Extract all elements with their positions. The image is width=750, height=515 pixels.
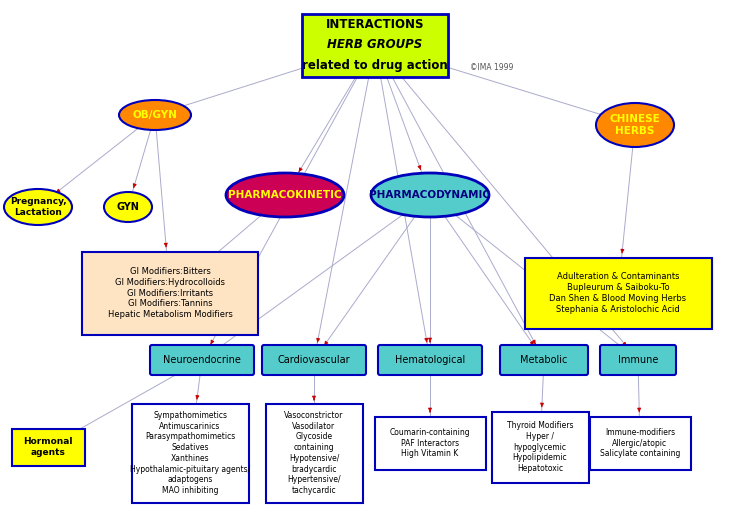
Text: PHARMACODYNAMIC: PHARMACODYNAMIC	[370, 190, 490, 200]
Ellipse shape	[371, 173, 489, 217]
Ellipse shape	[4, 189, 72, 225]
Text: Cardiovascular: Cardiovascular	[278, 355, 350, 365]
Ellipse shape	[596, 103, 674, 147]
Text: Vasoconstrictor
Vasodilator
Glycoside
containing
Hypotensive/
bradycardic
Hypert: Vasoconstrictor Vasodilator Glycoside co…	[284, 411, 344, 495]
Text: PHARMACOKINETIC: PHARMACOKINETIC	[228, 190, 342, 200]
Text: INTERACTIONS: INTERACTIONS	[326, 18, 424, 31]
FancyBboxPatch shape	[378, 345, 482, 375]
FancyBboxPatch shape	[600, 345, 676, 375]
Ellipse shape	[119, 100, 191, 130]
FancyBboxPatch shape	[262, 345, 366, 375]
FancyBboxPatch shape	[524, 258, 712, 329]
Text: OB/GYN: OB/GYN	[133, 110, 178, 120]
Text: GYN: GYN	[116, 202, 140, 212]
Text: CHINESE
HERBS: CHINESE HERBS	[610, 114, 660, 136]
FancyBboxPatch shape	[11, 428, 85, 466]
Text: Coumarin-containing
PAF Interactors
High Vitamin K: Coumarin-containing PAF Interactors High…	[390, 428, 470, 458]
Text: Sympathomimetics
Antimuscarinics
Parasympathomimetics
Sedatives
Xanthines
Hypoth: Sympathomimetics Antimuscarinics Parasym…	[130, 411, 250, 495]
Ellipse shape	[104, 192, 152, 222]
Text: ©IMA 1999: ©IMA 1999	[470, 62, 513, 72]
FancyBboxPatch shape	[302, 13, 448, 77]
Text: related to drug action: related to drug action	[302, 59, 448, 72]
Text: Neuroendocrine: Neuroendocrine	[163, 355, 241, 365]
FancyBboxPatch shape	[150, 345, 254, 375]
FancyBboxPatch shape	[82, 251, 258, 335]
Text: Immune-modifiers
Allergic/atopic
Salicylate containing: Immune-modifiers Allergic/atopic Salicyl…	[600, 428, 680, 458]
Text: Pregnancy,
Lactation: Pregnancy, Lactation	[10, 197, 66, 217]
Text: HERB GROUPS: HERB GROUPS	[327, 39, 423, 52]
Text: Hormonal
agents: Hormonal agents	[23, 437, 73, 457]
Ellipse shape	[226, 173, 344, 217]
Text: Hematological: Hematological	[394, 355, 465, 365]
FancyBboxPatch shape	[590, 417, 691, 470]
Text: Metabolic: Metabolic	[520, 355, 568, 365]
FancyBboxPatch shape	[266, 403, 362, 503]
Text: GI Modifiers:Bitters
GI Modifiers:Hydrocolloids
GI Modifiers:Irritants
GI Modifi: GI Modifiers:Bitters GI Modifiers:Hydroc…	[107, 267, 232, 319]
FancyBboxPatch shape	[491, 411, 589, 483]
FancyBboxPatch shape	[374, 417, 485, 470]
FancyBboxPatch shape	[500, 345, 588, 375]
Text: Thyroid Modifiers
Hyper /
hypoglycemic
Hypolipidemic
Hepatotoxic: Thyroid Modifiers Hyper / hypoglycemic H…	[507, 421, 573, 473]
Text: Adulteration & Contaminants
Bupleurum & Saiboku-To
Dan Shen & Blood Moving Herbs: Adulteration & Contaminants Bupleurum & …	[550, 272, 686, 314]
FancyBboxPatch shape	[131, 403, 248, 503]
Text: Immune: Immune	[618, 355, 658, 365]
